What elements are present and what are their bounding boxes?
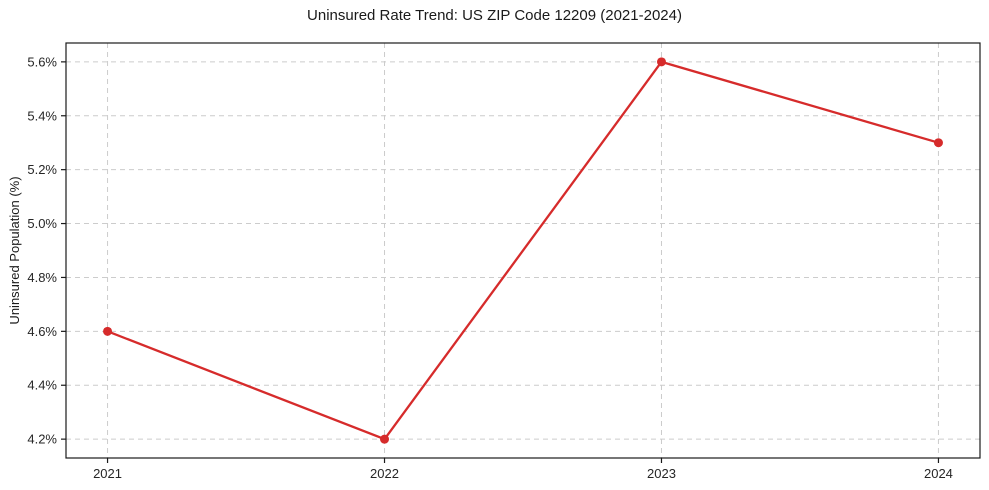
data-point-2023 [656,57,666,67]
x-tick-label: 2022 [370,466,399,481]
y-axis-label: Uninsured Population (%) [7,176,22,324]
data-point-2021 [103,326,113,336]
y-tick-label: 4.2% [27,432,57,447]
data-point-2024 [933,138,943,148]
y-tick-label: 4.4% [27,378,57,393]
x-tick-label: 2021 [93,466,122,481]
x-tick-label: 2024 [924,466,953,481]
trend-line [106,60,940,441]
x-tick-label: 2023 [647,466,676,481]
y-tick-label: 5.2% [27,162,57,177]
y-tick-label: 5.4% [27,108,57,123]
y-tick-label: 4.6% [27,324,57,339]
y-tick-label: 5.0% [27,216,57,231]
plot-border [65,42,981,459]
data-point-2022 [380,434,390,444]
chart-title: Uninsured Rate Trend: US ZIP Code 12209 … [307,7,682,24]
y-tick-label: 5.6% [27,54,57,69]
y-tick-label: 4.8% [27,270,57,285]
